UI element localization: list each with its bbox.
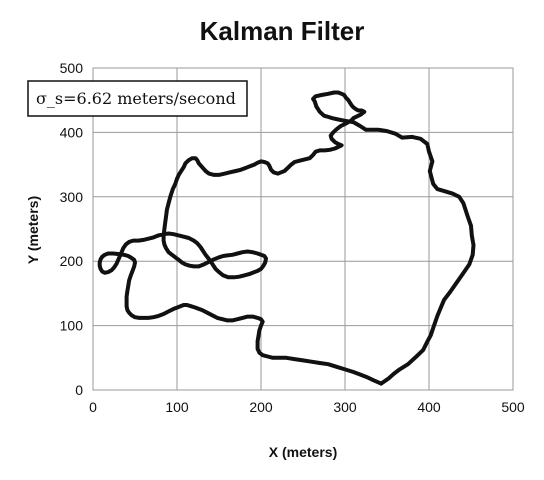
- y-tick-label: 500: [60, 60, 84, 76]
- x-tick-label: 200: [249, 399, 273, 415]
- x-tick-label: 300: [333, 399, 357, 415]
- y-axis-ticks: 0 100 200 300 400 500: [60, 60, 84, 398]
- annotation-box: [27, 80, 248, 117]
- y-axis-label: Y (meters): [25, 196, 41, 264]
- x-axis-ticks: 0 100 200 300 400 500: [89, 399, 525, 415]
- x-tick-label: 0: [89, 399, 97, 415]
- plot-area: [92, 67, 514, 391]
- y-tick-label: 200: [60, 253, 84, 269]
- x-tick-label: 400: [417, 399, 441, 415]
- chart-title: Kalman Filter: [200, 16, 365, 46]
- y-tick-label: 0: [75, 382, 83, 398]
- y-tick-label: 400: [60, 124, 84, 140]
- y-tick-label: 300: [60, 189, 84, 205]
- x-tick-label: 500: [501, 399, 525, 415]
- y-tick-label: 100: [60, 318, 84, 334]
- x-axis-label: X (meters): [269, 444, 337, 460]
- x-tick-label: 100: [165, 399, 189, 415]
- trajectory-line: [97, 90, 476, 386]
- annotation-text: σ_s=6.62 meters/second: [36, 89, 236, 108]
- series-layer: [97, 90, 476, 386]
